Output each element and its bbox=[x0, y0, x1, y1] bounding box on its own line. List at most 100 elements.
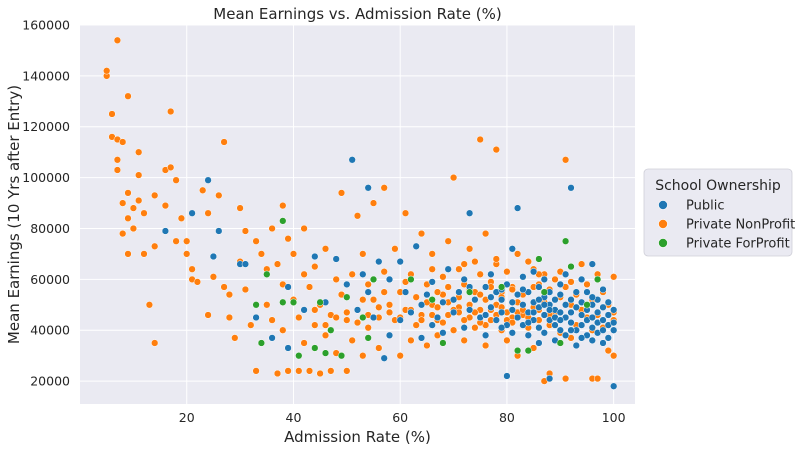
point-public bbox=[567, 184, 575, 192]
point-private-nonprofit bbox=[151, 339, 159, 347]
point-private-nonprofit bbox=[204, 311, 212, 319]
point-private-nonprofit bbox=[348, 270, 356, 278]
point-private-nonprofit bbox=[343, 316, 351, 324]
point-private-nonprofit bbox=[193, 278, 202, 286]
point-public bbox=[556, 326, 564, 334]
point-public bbox=[359, 270, 367, 278]
point-private-nonprofit bbox=[151, 191, 159, 200]
point-private-nonprofit bbox=[460, 336, 468, 345]
point-private-nonprofit bbox=[348, 336, 356, 345]
y-axis-ticks: 20000 40000 60000 80000 100000 120000 140000 16… bbox=[22, 18, 70, 389]
legend: School Ownership Public Private NonProfi… bbox=[643, 168, 795, 257]
point-public bbox=[540, 301, 548, 309]
point-public bbox=[519, 301, 527, 309]
point-private-nonprofit bbox=[225, 313, 234, 322]
y-tick-label: 20000 bbox=[30, 374, 70, 389]
point-private-forprofit bbox=[535, 255, 543, 263]
y-tick-label: 140000 bbox=[22, 68, 70, 83]
point-private-nonprofit bbox=[284, 367, 292, 375]
point-private-nonprofit bbox=[183, 237, 191, 245]
point-private-nonprofit bbox=[177, 214, 186, 222]
point-public bbox=[423, 290, 431, 299]
point-public bbox=[567, 308, 575, 317]
point-private-nonprofit bbox=[119, 229, 127, 238]
point-private-forprofit bbox=[524, 346, 532, 355]
point-public bbox=[604, 334, 612, 342]
point-private-nonprofit bbox=[241, 227, 250, 235]
point-public bbox=[369, 313, 378, 322]
point-private-nonprofit bbox=[449, 173, 458, 182]
point-public bbox=[551, 296, 559, 304]
point-private-nonprofit bbox=[343, 308, 351, 317]
point-public bbox=[497, 324, 506, 332]
point-public bbox=[444, 265, 452, 273]
point-public bbox=[556, 308, 564, 317]
x-tick-label: 100 bbox=[602, 410, 626, 425]
point-private-nonprofit bbox=[428, 250, 436, 258]
point-private-nonprofit bbox=[492, 255, 500, 263]
point-private-nonprofit bbox=[199, 186, 207, 194]
point-private-nonprofit bbox=[391, 245, 399, 253]
y-tick-label: 160000 bbox=[22, 18, 70, 33]
point-public bbox=[572, 288, 580, 296]
point-public bbox=[535, 296, 543, 304]
point-public bbox=[556, 290, 564, 299]
scatter-points bbox=[103, 36, 618, 390]
point-private-forprofit bbox=[279, 217, 287, 225]
point-private-forprofit bbox=[567, 262, 575, 271]
point-public bbox=[561, 270, 570, 278]
point-public bbox=[567, 318, 575, 327]
point-public bbox=[561, 331, 570, 339]
point-public bbox=[481, 331, 490, 339]
point-private-nonprofit bbox=[471, 257, 479, 266]
point-private-nonprofit bbox=[412, 293, 420, 301]
legend-label-public: Public bbox=[686, 199, 724, 214]
point-private-forprofit bbox=[321, 349, 330, 357]
x-tick-label: 80 bbox=[499, 410, 515, 425]
point-private-nonprofit bbox=[161, 201, 170, 210]
point-private-nonprofit bbox=[359, 250, 367, 258]
point-private-nonprofit bbox=[231, 334, 239, 342]
point-public bbox=[492, 316, 500, 324]
point-private-nonprofit bbox=[561, 156, 570, 164]
point-private-nonprofit bbox=[289, 250, 298, 258]
point-private-forprofit bbox=[279, 298, 287, 306]
point-public bbox=[268, 334, 276, 342]
x-tick-label: 40 bbox=[286, 410, 302, 425]
y-tick-label: 60000 bbox=[30, 272, 70, 287]
point-private-nonprofit bbox=[183, 250, 191, 258]
point-private-nonprofit bbox=[359, 296, 367, 304]
point-private-forprofit bbox=[513, 346, 522, 355]
point-private-forprofit bbox=[407, 275, 415, 284]
x-tick-label: 60 bbox=[392, 410, 408, 425]
point-private-nonprofit bbox=[295, 367, 303, 375]
y-tick-label: 120000 bbox=[22, 119, 70, 134]
point-private-nonprofit bbox=[220, 283, 228, 291]
point-public bbox=[161, 227, 170, 235]
point-public bbox=[487, 270, 495, 278]
point-public bbox=[567, 326, 575, 334]
point-private-forprofit bbox=[369, 275, 378, 284]
point-private-nonprofit bbox=[481, 229, 490, 238]
point-private-nonprofit bbox=[113, 156, 122, 164]
point-private-nonprofit bbox=[380, 268, 388, 276]
point-public bbox=[508, 306, 516, 314]
point-public bbox=[588, 313, 596, 322]
point-private-forprofit bbox=[561, 237, 570, 245]
point-private-nonprofit bbox=[215, 191, 223, 200]
point-private-nonprofit bbox=[369, 296, 378, 304]
point-public bbox=[610, 382, 618, 390]
point-private-forprofit bbox=[343, 293, 351, 301]
legend-label-private-forprofit: Private ForProfit bbox=[686, 237, 790, 252]
point-private-forprofit bbox=[327, 326, 335, 334]
point-private-forprofit bbox=[289, 298, 298, 306]
point-private-nonprofit bbox=[268, 224, 276, 233]
point-private-nonprofit bbox=[396, 352, 404, 360]
point-public bbox=[577, 334, 586, 342]
point-private-nonprofit bbox=[332, 275, 340, 284]
point-public bbox=[412, 242, 420, 250]
point-public bbox=[428, 321, 436, 329]
point-public bbox=[300, 306, 308, 314]
point-public bbox=[583, 288, 591, 296]
point-public bbox=[588, 336, 596, 345]
